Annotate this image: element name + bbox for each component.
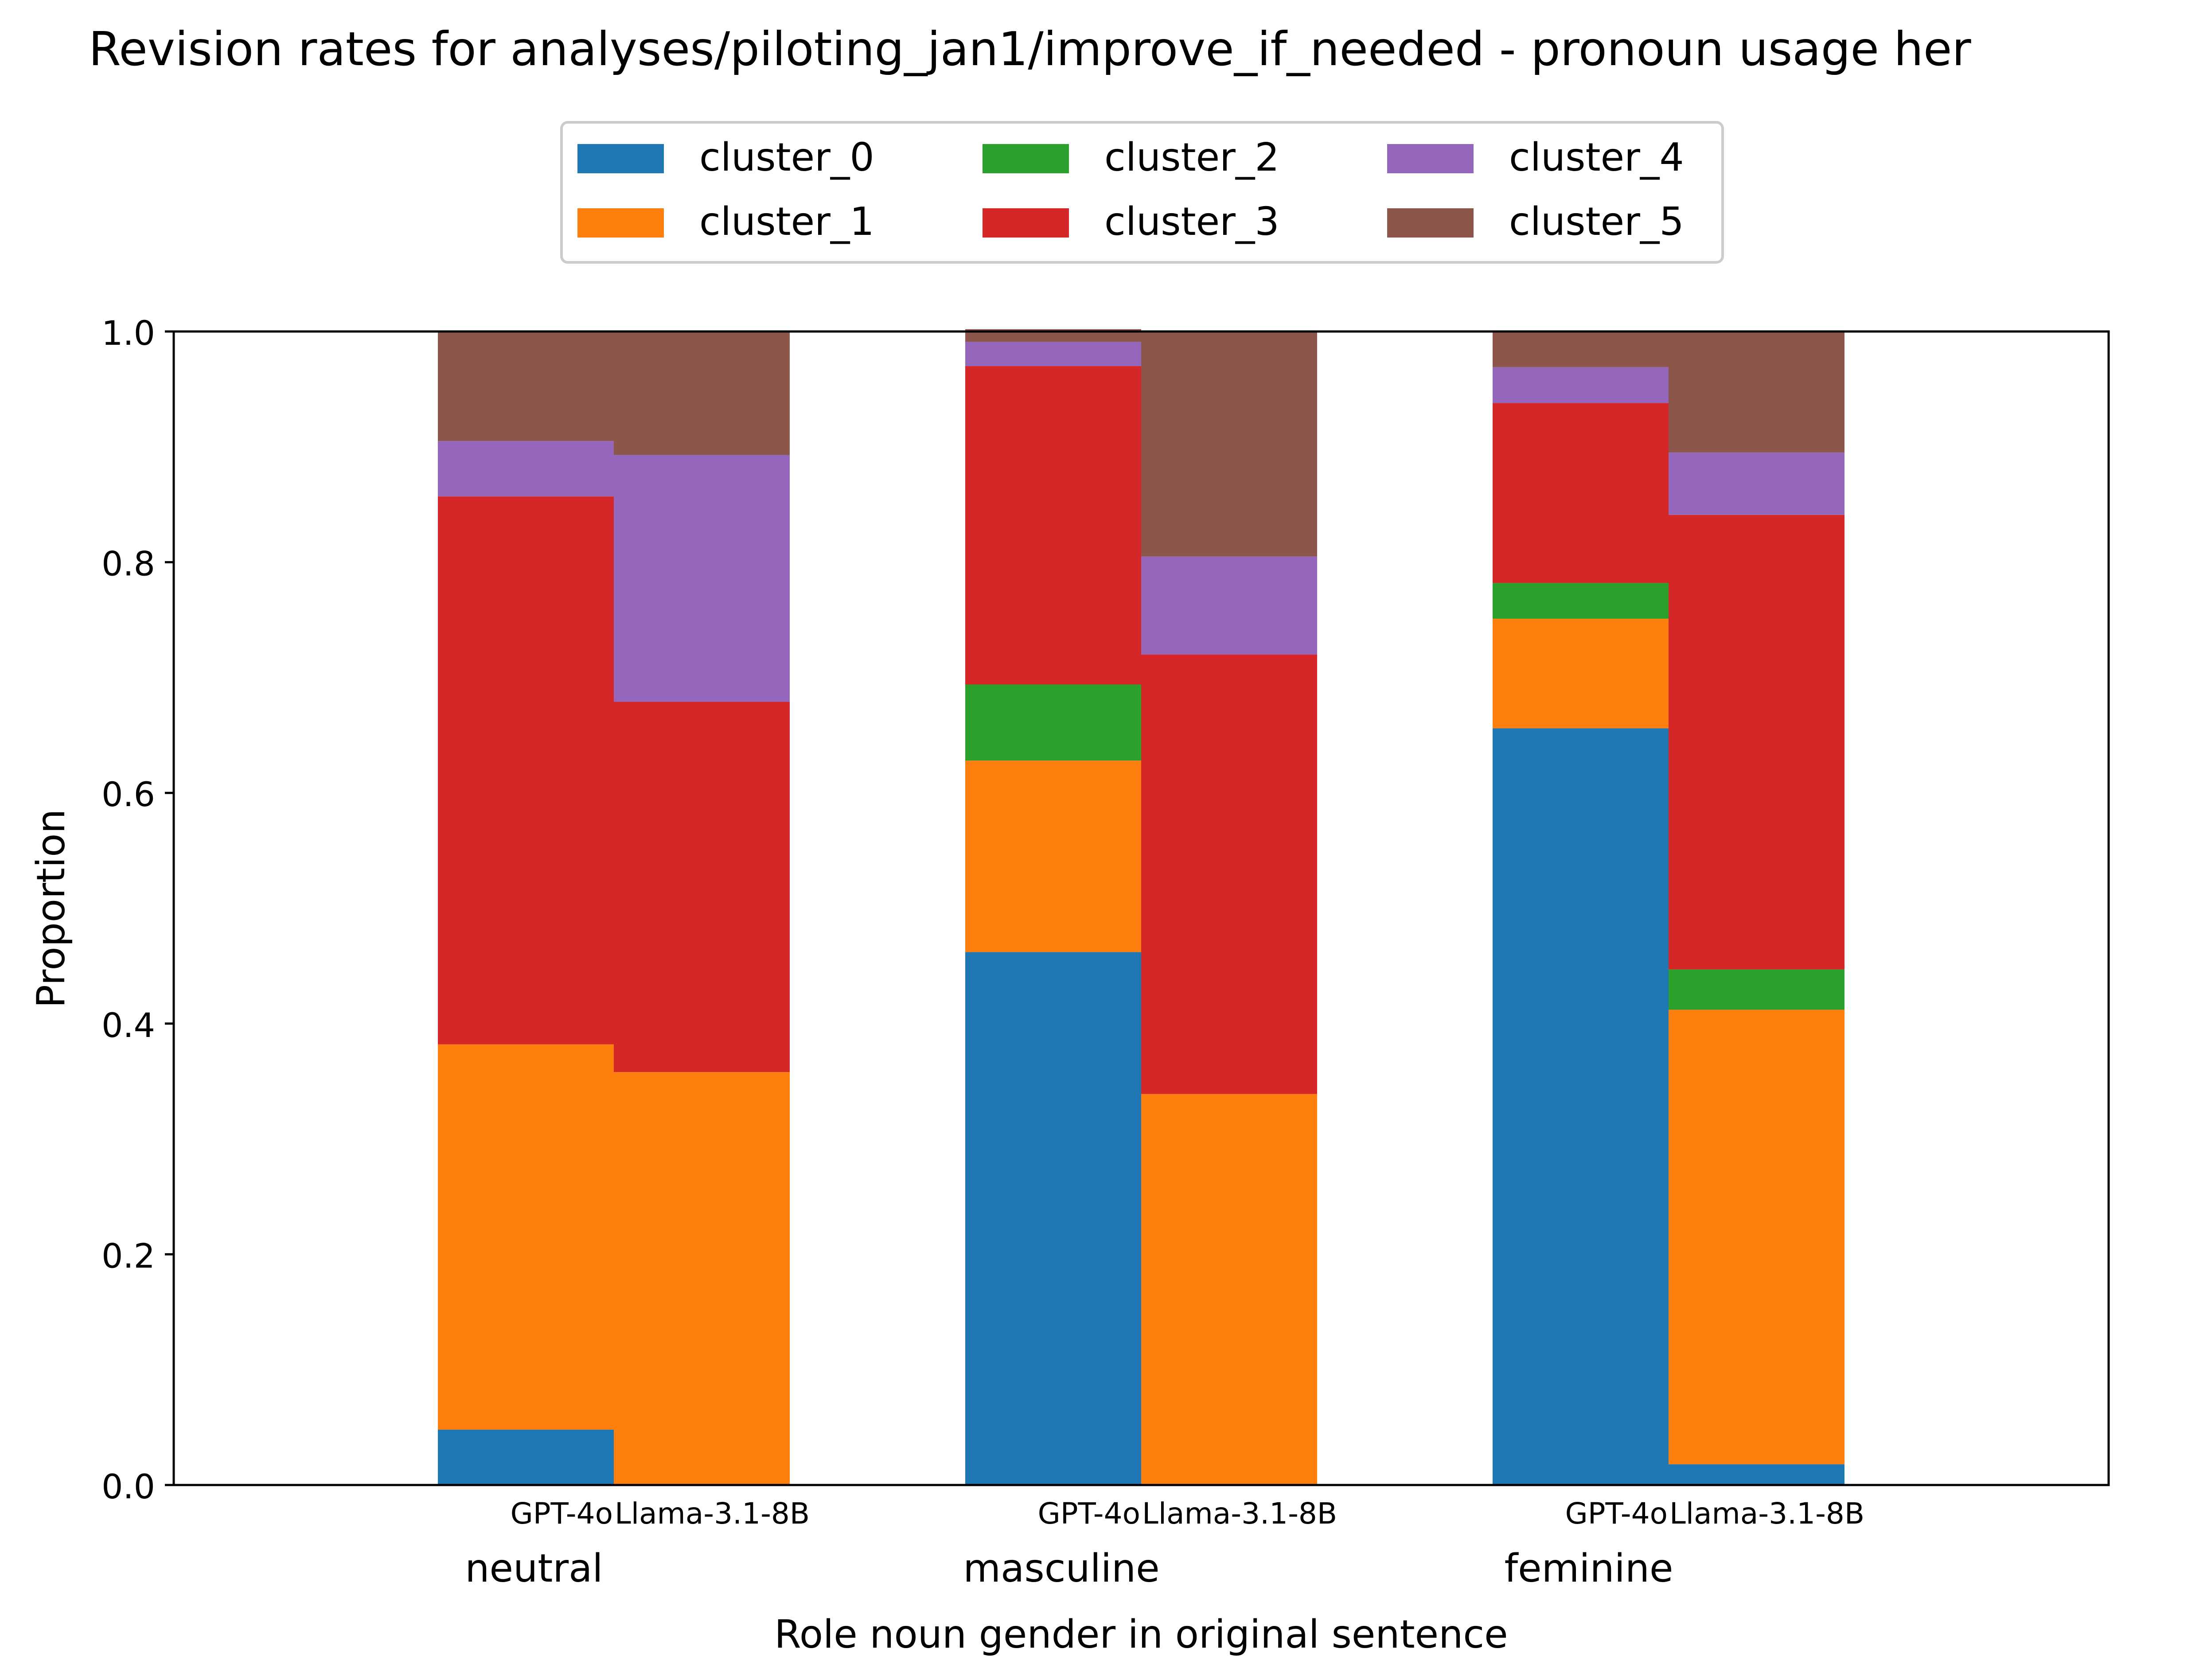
y-tick-label: 1.0 <box>101 313 155 353</box>
legend-items: cluster_0 cluster_1 cluster_2 cluster_3 clus… <box>577 135 1684 244</box>
legend-swatch-cluster_1 <box>577 208 664 238</box>
bar-segment-cluster_5-feminine-0 <box>1493 331 1669 367</box>
bar-segment-cluster_1-masculine-0 <box>965 760 1141 952</box>
y-tick-label: 0.0 <box>101 1467 155 1506</box>
bar-segment-cluster_1-feminine-1 <box>1669 1010 1844 1465</box>
bar-segment-cluster_4-neutral-0 <box>438 441 614 497</box>
legend-swatch-cluster_2 <box>983 144 1069 173</box>
bar-segment-cluster_2-feminine-0 <box>1493 583 1669 619</box>
bar-segment-cluster_5-masculine-1 <box>1141 331 1317 557</box>
bar-segment-cluster_3-masculine-0 <box>965 366 1141 685</box>
bar-segment-cluster_3-feminine-1 <box>1669 515 1844 970</box>
legend-label-cluster_5: cluster_5 <box>1509 199 1684 244</box>
legend-swatch-cluster_5 <box>1387 208 1474 238</box>
bar-segment-cluster_3-neutral-1 <box>614 702 790 1072</box>
legend-label-cluster_3: cluster_3 <box>1104 199 1279 244</box>
bar-segment-cluster_1-feminine-0 <box>1493 619 1669 729</box>
bar-segment-cluster_5-feminine-1 <box>1669 331 1844 453</box>
plot-frame <box>172 330 2110 1486</box>
legend-swatch-cluster_0 <box>577 144 664 173</box>
legend: cluster_0 cluster_1 cluster_2 cluster_3 clus… <box>560 121 1724 264</box>
bars <box>438 329 1844 1485</box>
y-tick-label: 0.6 <box>101 775 155 814</box>
bar-segment-cluster_0-masculine-0 <box>965 952 1141 1485</box>
x-model-label: GPT-4o <box>1565 1497 1668 1531</box>
bar-segment-cluster_2-masculine-0 <box>965 684 1141 761</box>
bar-segment-cluster_0-feminine-0 <box>1493 728 1669 1485</box>
y-axis-label: Proportion <box>28 809 74 1008</box>
x-model-label: GPT-4o <box>1038 1497 1140 1531</box>
bar-segment-cluster_1-neutral-1 <box>614 1072 790 1485</box>
legend-label-cluster_4: cluster_4 <box>1509 135 1684 180</box>
legend-swatch-cluster_3 <box>983 208 1069 238</box>
x-model-label: Llama-3.1-8B <box>1669 1497 1864 1531</box>
legend-swatch-cluster_4 <box>1387 144 1474 173</box>
bar-segment-cluster_5-neutral-0 <box>438 331 614 441</box>
x-category-label: neutral <box>465 1546 603 1591</box>
legend-label-cluster_2: cluster_2 <box>1104 135 1279 180</box>
legend-label-cluster_0: cluster_0 <box>699 135 874 180</box>
x-model-label: GPT-4o <box>511 1497 613 1531</box>
bar-segment-cluster_1-masculine-1 <box>1141 1094 1317 1485</box>
x-category-label: masculine <box>963 1546 1159 1591</box>
bar-segment-cluster_0-feminine-1 <box>1669 1464 1844 1485</box>
bar-segment-cluster_3-neutral-0 <box>438 496 614 1045</box>
y-tick-label: 0.2 <box>101 1236 155 1275</box>
x-model-label: Llama-3.1-8B <box>1142 1497 1337 1531</box>
chart-title: Revision rates for analyses/piloting_jan… <box>89 22 1972 76</box>
bar-segment-cluster_3-masculine-1 <box>1141 654 1317 1094</box>
y-tick-label: 0.4 <box>101 1006 155 1045</box>
bar-segment-cluster_4-neutral-1 <box>614 455 790 702</box>
y-tick-label: 0.8 <box>101 544 155 584</box>
bar-segment-cluster_1-neutral-0 <box>438 1044 614 1430</box>
x-axis-label: Role noun gender in original sentence <box>774 1612 1508 1657</box>
bar-segment-cluster_0-neutral-0 <box>438 1430 614 1485</box>
legend-label-cluster_1: cluster_1 <box>699 199 874 244</box>
y-axis: 0.0 0.2 0.4 0.6 0.8 1.0 <box>101 313 174 1506</box>
bar-segment-cluster_4-feminine-1 <box>1669 452 1844 515</box>
plot-area <box>172 329 2110 1486</box>
bar-segment-cluster_4-masculine-1 <box>1141 556 1317 655</box>
bar-segment-cluster_5-neutral-1 <box>614 331 790 455</box>
bar-segment-cluster_4-masculine-0 <box>965 342 1141 366</box>
bar-segment-cluster_3-feminine-0 <box>1493 403 1669 583</box>
x-model-label: Llama-3.1-8B <box>615 1497 810 1531</box>
bar-segment-cluster_2-feminine-1 <box>1669 969 1844 1010</box>
x-category-label: feminine <box>1504 1546 1673 1591</box>
bar-segment-cluster_4-feminine-0 <box>1493 367 1669 403</box>
